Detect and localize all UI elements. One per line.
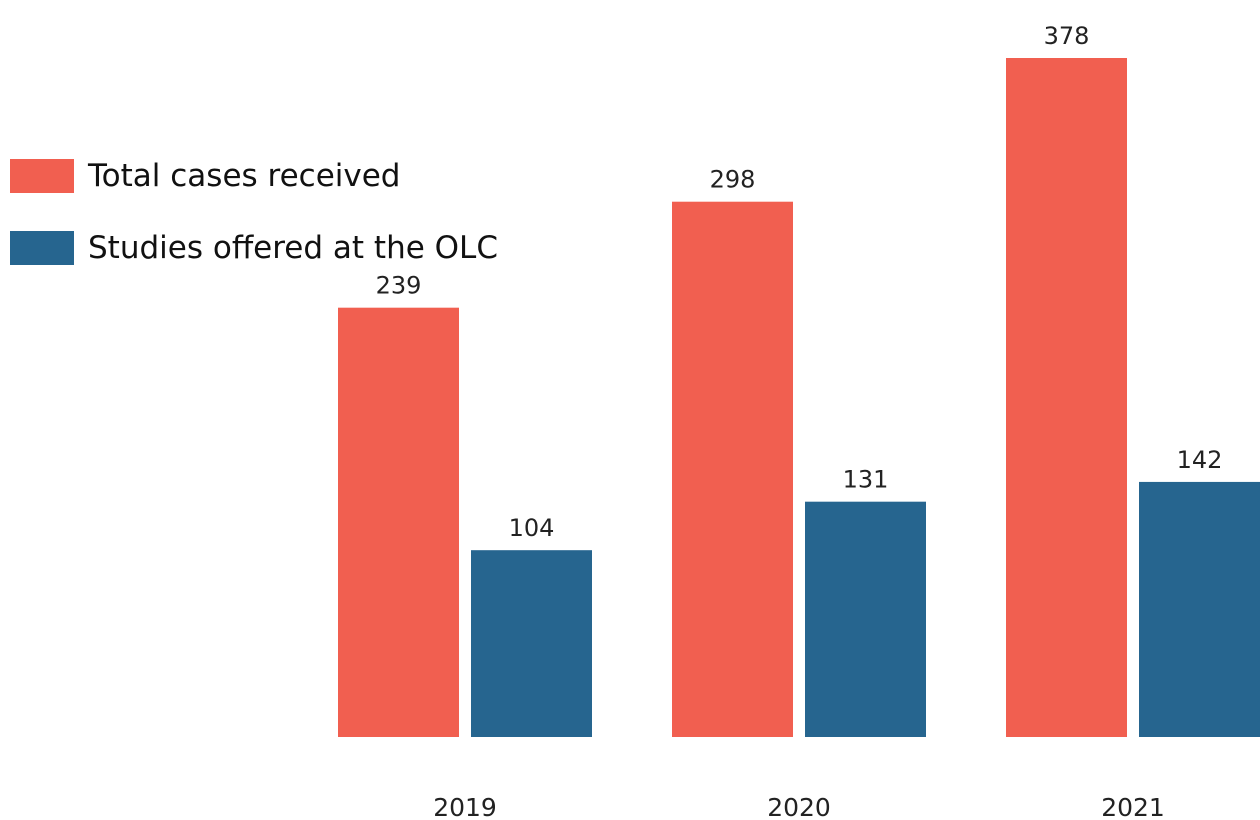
data-label-total-cases-2020: 298	[710, 166, 756, 194]
data-label-total-cases-2019: 239	[376, 272, 422, 300]
data-label-studies-offered-2019: 104	[509, 514, 555, 542]
bar-studies-offered-2020	[805, 501, 926, 737]
bar-studies-offered-2019	[471, 550, 592, 737]
data-label-total-cases-2021: 378	[1044, 22, 1090, 50]
legend-item-total-cases: Total cases received	[10, 140, 498, 212]
legend: Total cases received Studies offered at …	[10, 140, 498, 284]
value-labels-layer: 239 104 298 131 378 142	[376, 22, 1223, 542]
data-label-studies-offered-2020: 131	[843, 466, 889, 494]
x-axis-tick-labels: 2019 2020 2021	[433, 793, 1165, 820]
legend-label-studies-offered: Studies offered at the OLC	[88, 230, 498, 266]
bar-studies-offered-2021	[1139, 481, 1260, 737]
legend-swatch-total-cases	[10, 159, 74, 193]
bar-total-cases-2021	[1006, 58, 1127, 737]
legend-item-studies-offered: Studies offered at the OLC	[10, 212, 498, 284]
legend-label-total-cases: Total cases received	[88, 158, 401, 194]
data-label-studies-offered-2021: 142	[1177, 446, 1223, 474]
x-tick-label-2019: 2019	[433, 793, 497, 820]
x-tick-label-2021: 2021	[1101, 793, 1165, 820]
legend-swatch-studies-offered	[10, 231, 74, 265]
x-tick-label-2020: 2020	[767, 793, 831, 820]
bar-total-cases-2020	[672, 201, 793, 737]
bar-total-cases-2019	[338, 307, 459, 737]
bars-layer	[338, 58, 1260, 737]
